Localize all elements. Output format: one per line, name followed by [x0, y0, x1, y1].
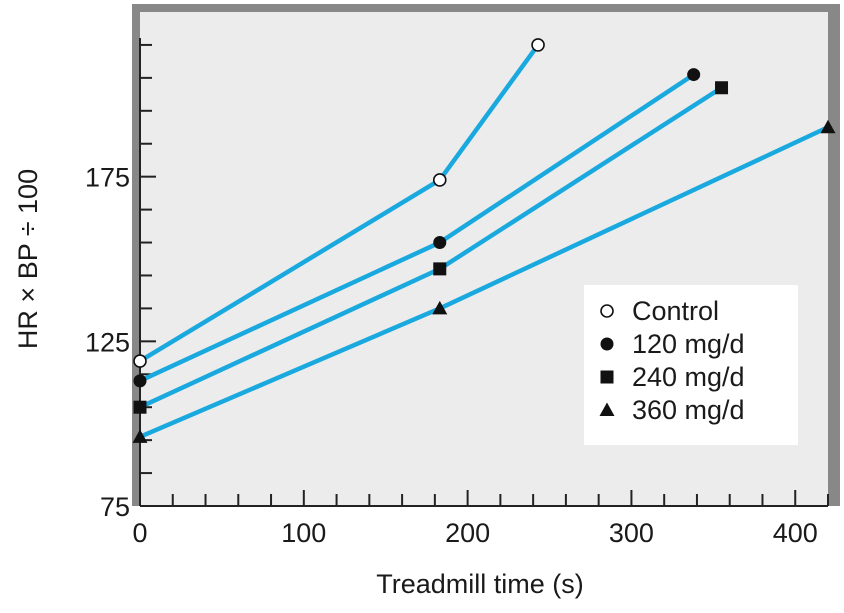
x-tick-label: 100: [281, 518, 326, 548]
x-tick-label: 200: [445, 518, 490, 548]
legend-box: [584, 285, 798, 445]
data-point: [820, 119, 836, 134]
legend-label: Control: [632, 296, 719, 326]
legend-label: 120 mg/d: [632, 329, 745, 359]
data-point: [132, 429, 148, 443]
y-tick-label: 75: [100, 492, 130, 522]
data-point: [531, 38, 545, 52]
legend-marker: [599, 402, 615, 416]
data-point: [687, 68, 701, 82]
legend-label: 360 mg/d: [632, 395, 745, 425]
data-point: [432, 300, 448, 315]
x-tick-label: 0: [132, 518, 147, 548]
axes: 0 100 200 300 400 75 125 175: [85, 38, 829, 548]
y-tick-label: 175: [85, 163, 130, 193]
legend-marker: [600, 370, 614, 384]
data-point: [433, 262, 447, 276]
x-tick-label: 400: [773, 518, 818, 548]
legend-label: 240 mg/d: [632, 362, 745, 392]
legend-marker: [600, 304, 614, 318]
data-point: [133, 374, 147, 388]
data-point: [133, 354, 147, 368]
data-point: [715, 81, 729, 95]
x-axis-label: Treadmill time (s): [376, 569, 584, 599]
x-tick-label: 300: [609, 518, 654, 548]
legend-marker: [600, 337, 614, 351]
data-point: [433, 236, 447, 250]
series-markers: [132, 38, 836, 443]
data-point: [432, 173, 447, 187]
y-tick-label: 125: [85, 327, 130, 357]
data-point: [133, 400, 147, 414]
y-axis-label: HR × BP ÷ 100: [13, 169, 43, 349]
